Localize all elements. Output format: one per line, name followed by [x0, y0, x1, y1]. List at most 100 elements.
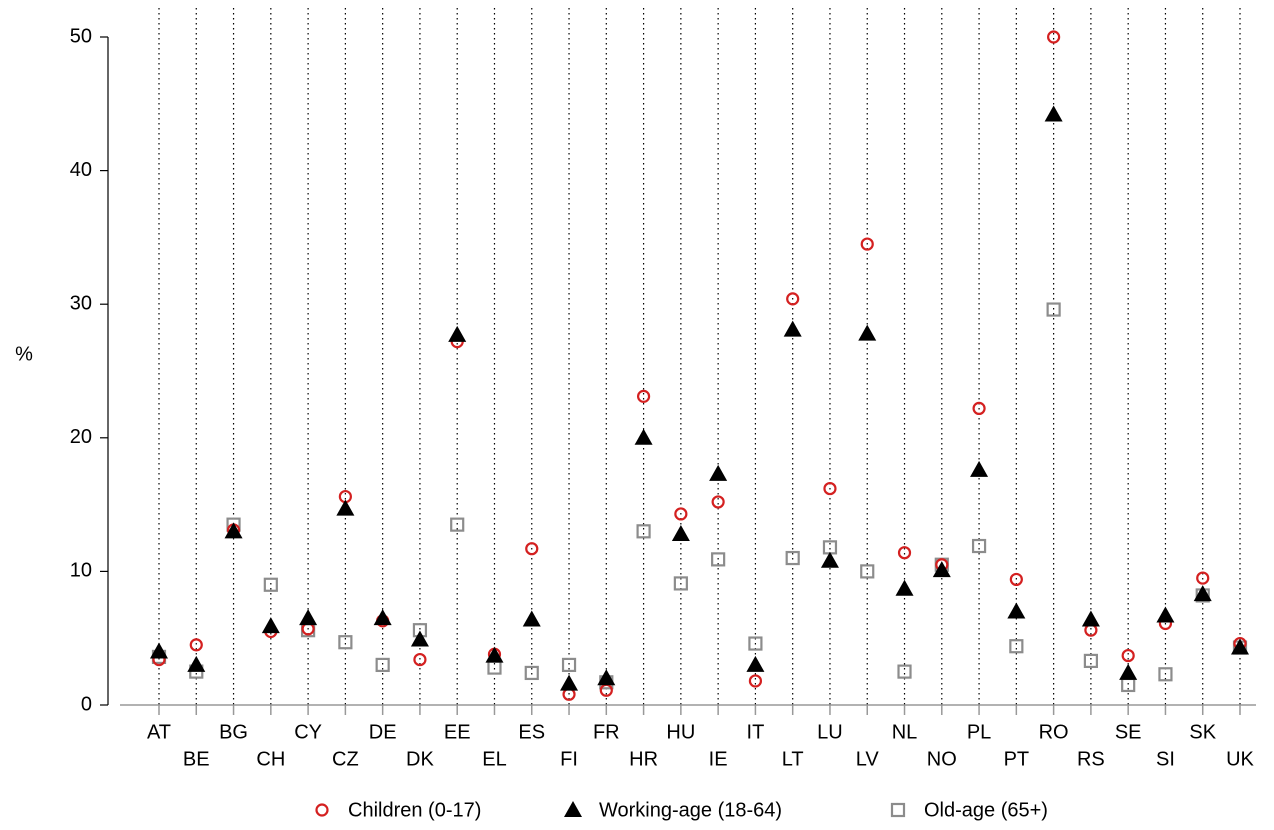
- y-tick-label: 10: [70, 560, 92, 582]
- data-point: [671, 524, 690, 541]
- data-point: [897, 546, 912, 560]
- x-tick-label: SK: [1189, 721, 1216, 743]
- data-point: [786, 292, 800, 306]
- x-tick-label: BE: [183, 748, 210, 770]
- data-point: [636, 524, 651, 539]
- x-tick-label: FI: [560, 748, 578, 770]
- data-point: [1044, 105, 1063, 122]
- data-point: [524, 665, 539, 681]
- data-point: [261, 617, 280, 634]
- data-point: [785, 550, 800, 566]
- legend-label: Children (0-17): [348, 799, 481, 821]
- data-point: [373, 609, 392, 626]
- data-point: [674, 507, 688, 521]
- data-point: [1119, 663, 1138, 680]
- x-tick-label: RO: [1039, 721, 1069, 743]
- legend-label: Old-age (65+): [924, 799, 1048, 821]
- data-point: [895, 579, 914, 596]
- x-tick-label: SI: [1156, 748, 1175, 770]
- x-tick-label: IT: [747, 721, 765, 743]
- data-point: [485, 646, 504, 663]
- x-tick-label: CH: [256, 748, 285, 770]
- x-tick-label: FR: [593, 721, 620, 743]
- data-point: [636, 389, 651, 403]
- legend-marker: [890, 802, 906, 818]
- y-tick-label: 40: [70, 159, 92, 181]
- x-tick-label: NL: [892, 721, 918, 743]
- x-tick-label: LV: [856, 748, 880, 770]
- x-tick-label: BG: [219, 721, 248, 743]
- legend-label: Working-age (18-64): [599, 799, 782, 821]
- x-tick-label: HU: [666, 721, 695, 743]
- data-point: [748, 636, 763, 651]
- data-point: [860, 237, 874, 251]
- data-point: [823, 481, 837, 496]
- y-tick-label: 0: [81, 693, 92, 715]
- data-point: [338, 635, 353, 650]
- data-point: [748, 674, 763, 688]
- data-point: [560, 674, 579, 691]
- x-tick-label: DK: [406, 748, 434, 770]
- data-point: [858, 324, 877, 341]
- data-point: [561, 657, 577, 673]
- y-axis-label: %: [15, 343, 33, 365]
- data-point: [1007, 602, 1026, 619]
- data-point: [1121, 648, 1135, 663]
- data-point: [413, 652, 427, 667]
- data-point: [224, 522, 243, 539]
- x-tick-label: DE: [369, 721, 397, 743]
- y-tick-label: 20: [70, 426, 92, 448]
- x-tick-label: NO: [927, 748, 957, 770]
- data-point: [932, 561, 951, 578]
- data-point: [970, 460, 989, 477]
- legend-marker: [564, 801, 582, 817]
- data-point: [336, 499, 355, 516]
- data-point: [1231, 638, 1249, 655]
- data-point: [673, 576, 688, 591]
- data-point: [299, 609, 318, 626]
- data-point: [1193, 585, 1212, 602]
- data-point: [1009, 639, 1024, 654]
- data-point: [525, 542, 539, 556]
- data-point: [711, 552, 726, 567]
- y-tick-label: 30: [70, 292, 92, 314]
- x-tick-label: HR: [629, 748, 658, 770]
- data-point: [263, 577, 278, 592]
- data-point: [189, 638, 203, 652]
- data-point: [783, 320, 802, 337]
- data-point: [820, 551, 839, 568]
- x-tick-label: CY: [294, 721, 322, 743]
- y-tick-label: 50: [70, 25, 92, 47]
- x-tick-label: SE: [1115, 721, 1142, 743]
- data-point: [1158, 667, 1173, 682]
- data-point: [972, 401, 986, 416]
- x-tick-label: PT: [1004, 748, 1030, 770]
- x-tick-label: IE: [709, 748, 728, 770]
- data-point: [860, 564, 875, 579]
- data-point: [971, 538, 987, 554]
- data-point: [448, 325, 467, 342]
- x-tick-label: RS: [1077, 748, 1105, 770]
- data-point: [709, 464, 728, 481]
- x-tick-label: PL: [967, 721, 991, 743]
- data-point: [375, 657, 390, 673]
- x-tick-label: EL: [482, 748, 506, 770]
- x-tick-label: LT: [782, 748, 804, 770]
- data-point: [1047, 30, 1061, 44]
- x-tick-label: CZ: [332, 748, 359, 770]
- legend-marker: [315, 803, 329, 817]
- x-tick-label: AT: [147, 721, 171, 743]
- data-point: [1083, 653, 1098, 669]
- data-point: [634, 428, 653, 445]
- x-tick-label: UK: [1226, 748, 1254, 770]
- data-point: [597, 669, 616, 686]
- data-point: [410, 630, 429, 647]
- data-point: [1196, 571, 1210, 585]
- data-point: [150, 642, 168, 659]
- data-point: [450, 517, 465, 532]
- data-point: [746, 655, 765, 672]
- data-point: [1156, 606, 1175, 623]
- x-tick-label: EE: [444, 721, 471, 743]
- data-point: [1046, 302, 1061, 317]
